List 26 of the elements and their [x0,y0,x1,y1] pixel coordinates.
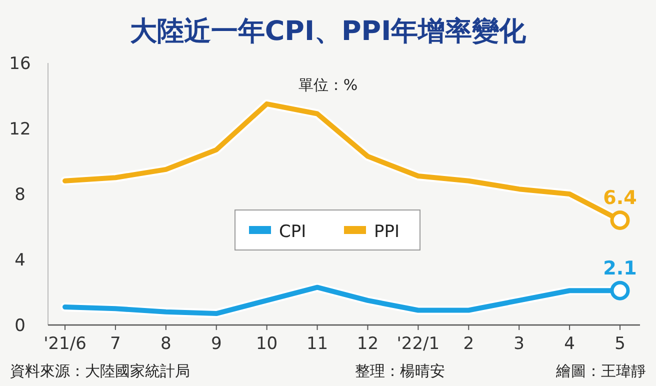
x-tick-label: 11 [306,334,328,354]
chart-title: 大陸近一年CPI、PPI年增率變化 [130,16,528,47]
source-note: 資料來源：大陸國家統計局 [10,362,190,380]
annotation: 單位：% [298,76,358,94]
x-tick-label: '22/1 [396,334,440,354]
data-label: 2.1 [603,258,637,280]
legend-label: PPI [374,222,400,242]
x-tick-label: 12 [356,334,379,354]
legend-label: CPI [279,222,306,242]
x-tick-label: 3 [514,334,525,354]
y-tick-label: 4 [14,250,26,270]
x-tick-label: 4 [564,334,575,354]
x-tick-label: 5 [614,334,626,354]
x-tick-label: '21/6 [44,334,86,354]
y-tick-label: 8 [14,185,26,205]
y-tick-label: 12 [9,120,31,140]
text: 整理：楊晴安 [355,362,445,380]
data-label: 6.4 [603,187,637,210]
y-tick-label: 0 [14,316,26,336]
x-tick-label: 2 [463,334,474,354]
x-tick-label: 7 [110,334,121,354]
x-tick-label: 8 [160,334,172,354]
x-tick-label: 9 [210,334,222,354]
x-tick-label: 10 [256,334,278,354]
text: 繪圖：王瑋靜 [555,362,646,380]
y-tick-label: 16 [9,54,31,74]
